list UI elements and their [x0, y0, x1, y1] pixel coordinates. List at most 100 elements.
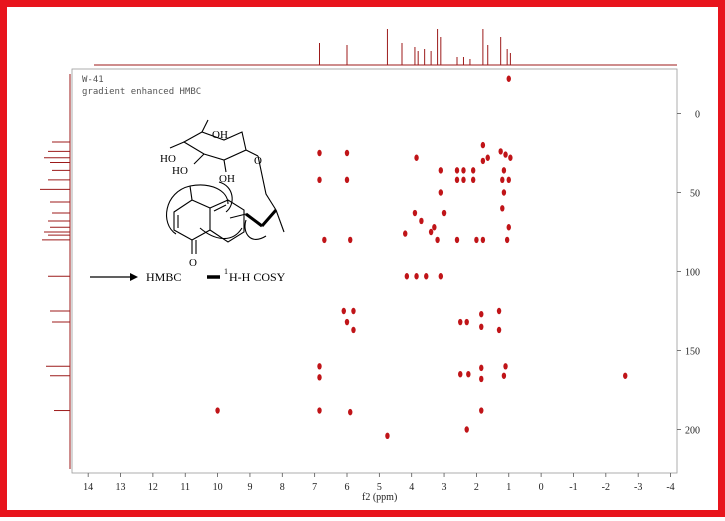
cross-peak	[470, 176, 476, 184]
cross-peak	[501, 189, 507, 196]
cross-peak	[403, 230, 408, 237]
chemical-structure	[166, 119, 285, 254]
cross-peak	[348, 236, 353, 244]
experiment-name: gradient enhanced HMBC	[82, 87, 201, 97]
cross-peak	[419, 217, 424, 225]
cosy-legend-label: H-H COSY	[229, 270, 286, 284]
label-ketone-oxygen: O	[189, 257, 197, 269]
x-tick-label: 0	[539, 482, 544, 493]
x-tick-label: 4	[409, 482, 414, 493]
sample-id: W-41	[82, 75, 104, 85]
sugar-ring	[182, 131, 247, 161]
cross-peak	[461, 167, 466, 174]
cross-peak	[435, 236, 440, 244]
x-tick-label: 6	[345, 482, 350, 493]
cross-peak	[454, 167, 460, 174]
cross-peak	[498, 148, 503, 155]
cross-peak	[461, 176, 466, 184]
x-tick-label: -3	[634, 482, 642, 493]
hmbc-spectrum-plot: W-41 gradient enhanced HMBC 14 13 12 11 10 9 8…	[40, 29, 700, 503]
cross-peak	[458, 371, 463, 378]
cross-peak	[317, 363, 322, 370]
top-spectrum-peaks	[319, 29, 511, 65]
label-ho-left: HO	[160, 153, 176, 165]
cross-peak	[317, 149, 322, 157]
label-ring-oxygen: O	[254, 155, 262, 167]
cross-peak	[506, 224, 511, 231]
cross-peak	[623, 372, 628, 379]
cross-peak	[470, 167, 476, 174]
cross-peak	[464, 318, 469, 326]
bond-oh-lower	[193, 153, 205, 165]
x-tick-label: 5	[377, 482, 382, 493]
cosy-superscript-1: 1	[224, 267, 228, 276]
cross-peak	[479, 407, 484, 414]
cross-peak	[503, 151, 508, 158]
cross-peak	[474, 236, 479, 244]
cross-peak	[496, 326, 502, 334]
y-tick-label: 100	[685, 268, 700, 279]
cross-peak	[501, 372, 507, 379]
hmbc-arrow-4	[244, 219, 267, 240]
left-1d-spectrum	[40, 74, 71, 469]
cross-peak	[341, 307, 346, 315]
x-tick-label: 12	[148, 482, 158, 493]
ring-b	[209, 199, 245, 243]
hmbc-arrow-5	[218, 181, 233, 213]
cross-peak	[441, 209, 447, 217]
cross-peak	[317, 176, 322, 184]
cross-peak	[348, 408, 353, 416]
label-oh-anomeric: OH	[219, 173, 235, 185]
cross-peak	[351, 307, 356, 315]
cross-peak	[344, 176, 350, 184]
cross-peak	[412, 209, 418, 217]
cross-peak	[504, 236, 510, 244]
cross-peak	[414, 154, 419, 161]
cross-peak	[438, 167, 444, 174]
bond-ring-methyl	[189, 185, 193, 201]
cross-peaks	[215, 75, 628, 440]
x-tick-label: -4	[666, 482, 674, 493]
cross-peak	[454, 176, 460, 184]
x-tick-label: -1	[569, 482, 577, 493]
cross-peak	[479, 364, 484, 372]
hmbc-arrow-1	[166, 185, 191, 235]
cross-peak	[500, 205, 505, 212]
cosy-bond-1	[245, 212, 263, 228]
cross-peak	[506, 75, 511, 82]
cross-peak	[479, 375, 484, 383]
y-axis: 0 50 100 150 200	[677, 110, 700, 437]
bond-oh-anomeric	[223, 159, 227, 173]
cross-peak	[344, 318, 350, 326]
y-tick-label: 200	[685, 426, 700, 437]
cross-peak	[432, 224, 437, 231]
cosy-bond-2	[260, 209, 278, 227]
top-1d-spectrum	[94, 29, 677, 66]
cross-peak	[215, 407, 220, 414]
label-ho-lower: HO	[172, 165, 188, 177]
y-tick-label: 150	[685, 347, 700, 358]
cross-peak	[351, 326, 356, 334]
y-tick-label: 50	[690, 189, 700, 200]
cross-peak	[479, 323, 484, 330]
x-tick-label: 3	[442, 482, 447, 493]
cross-peak	[458, 318, 463, 326]
cross-peak	[438, 273, 444, 280]
x-axis: 14 13 12 11 10 9 8 7 6 5 4 3 2 1 0 -1 -2 -3 -4	[83, 473, 675, 493]
y-tick-label: 0	[695, 110, 700, 121]
cross-peak	[485, 154, 490, 161]
hmbc-arrow-3	[199, 227, 243, 240]
x-tick-label: 11	[180, 482, 190, 493]
legend: HMBC 1 H-H COSY	[90, 267, 286, 284]
bond-methyl	[275, 209, 285, 233]
x-tick-label: -2	[602, 482, 610, 493]
double-bond-b	[213, 204, 227, 212]
x-tick-label: 14	[83, 482, 93, 493]
x-tick-label: 8	[280, 482, 285, 493]
cross-peak	[496, 307, 502, 315]
glycoside-chain	[257, 155, 277, 211]
hmbc-arrowhead-icon	[130, 273, 138, 281]
cross-peak	[414, 273, 419, 280]
x-tick-label: 13	[116, 482, 126, 493]
